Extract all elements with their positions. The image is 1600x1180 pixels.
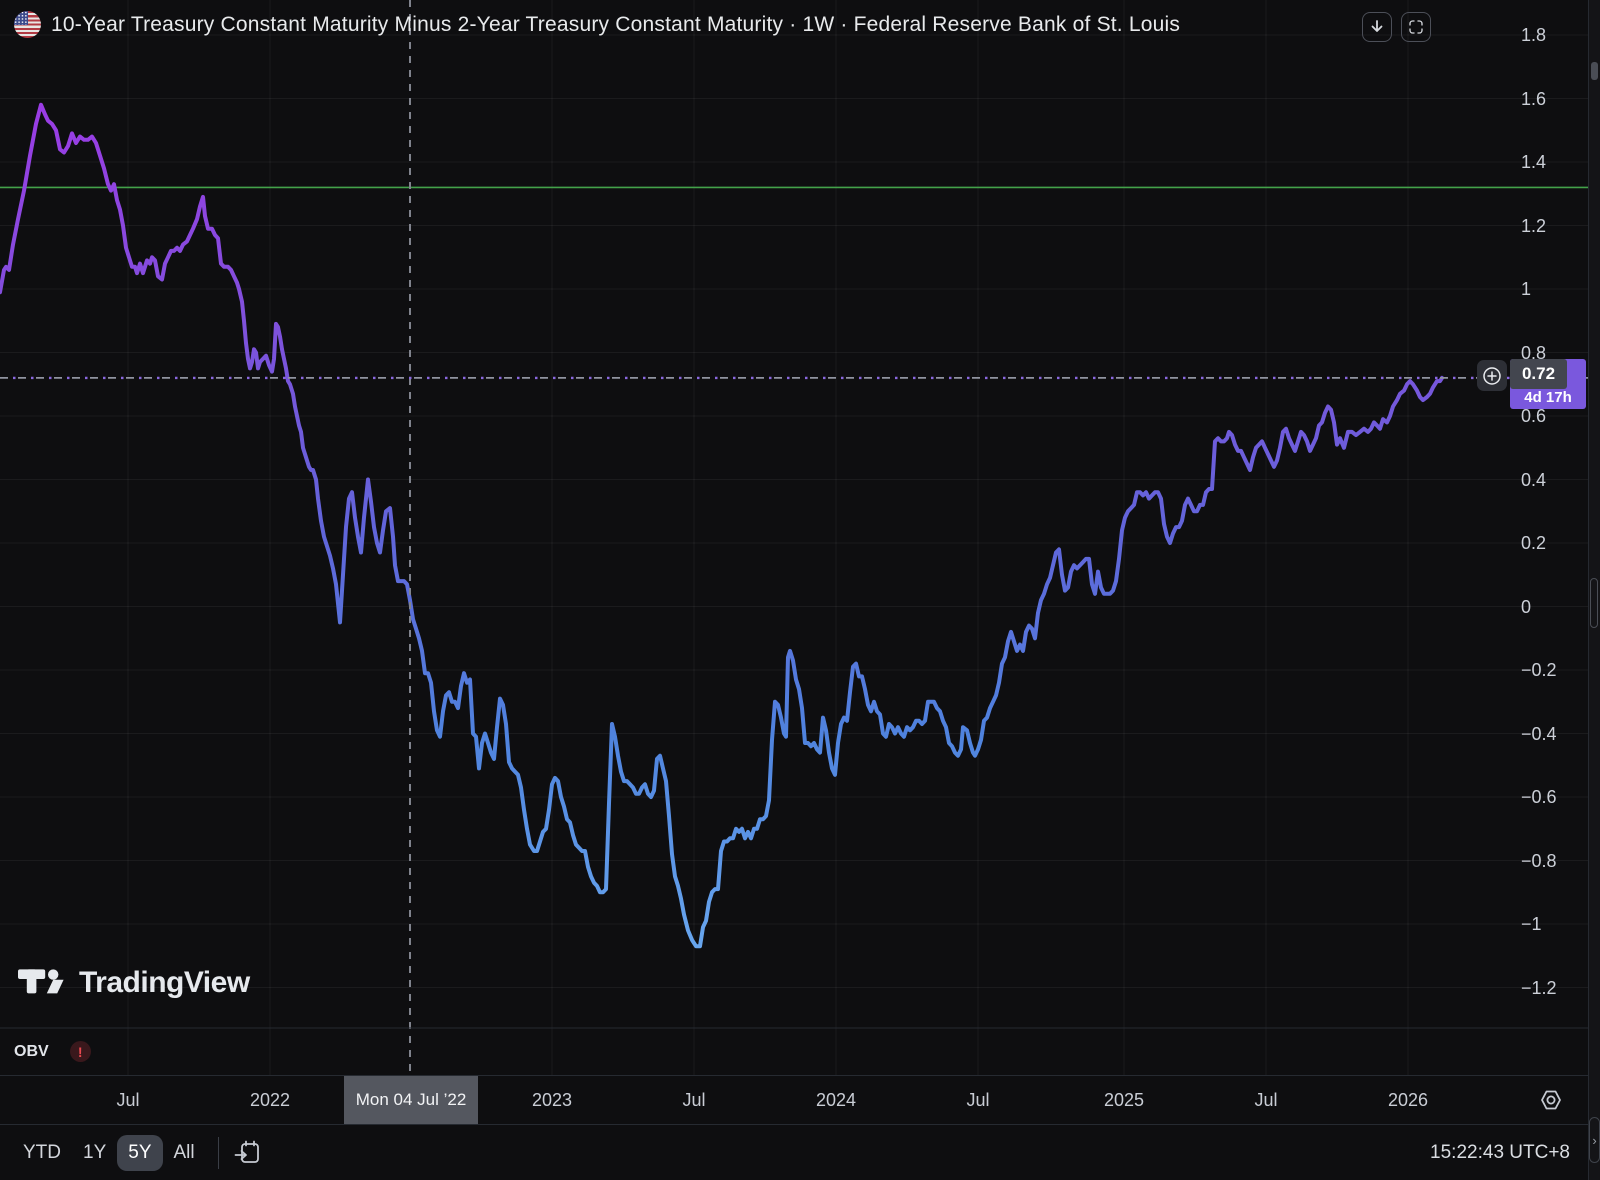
- time-tick-label: Jul: [116, 1089, 140, 1110]
- price-tick-label: 0.2: [1521, 533, 1547, 553]
- bottom-toolbar: YTD 1Y 5Y All 15:22:43 UTC+8: [0, 1126, 1588, 1180]
- time-tick-label: Jul: [1254, 1089, 1278, 1110]
- us-flag-icon: [14, 11, 41, 38]
- scroll-indicator[interactable]: [1591, 62, 1598, 80]
- price-tick-label: −1: [1521, 914, 1542, 934]
- arrow-down-icon: [1371, 20, 1383, 32]
- price-tick-label: 1.4: [1521, 152, 1547, 172]
- price-tick-label: 0.8: [1521, 342, 1547, 363]
- range-selector: YTD 1Y 5Y All: [12, 1135, 206, 1171]
- time-tick-label: 2023: [531, 1089, 573, 1110]
- time-tick-label: Jul: [682, 1089, 706, 1110]
- tradingview-logo-icon: [18, 969, 64, 994]
- right-edge-strip: ›: [1588, 0, 1600, 1180]
- timescale-settings-button[interactable]: [1538, 1076, 1564, 1124]
- gridlines: [0, 0, 1588, 1075]
- time-tick-label: Jul: [966, 1089, 990, 1110]
- symbol-title[interactable]: 10-Year Treasury Constant Maturity Minus…: [51, 12, 1181, 36]
- range-button-1y[interactable]: 1Y: [72, 1135, 117, 1171]
- crosshair-price-label: 0.72: [1510, 359, 1567, 389]
- price-tick-label: 1: [1521, 279, 1532, 299]
- gear-hexagon-icon: [1541, 1090, 1561, 1110]
- obv-label[interactable]: OBV: [14, 1042, 49, 1060]
- indicator-pane-obv: OBV !: [0, 1028, 1588, 1075]
- price-tick-label: 1.6: [1521, 88, 1547, 109]
- price-tick-label: −1.2: [1521, 977, 1557, 998]
- range-button-ytd[interactable]: YTD: [12, 1135, 72, 1171]
- time-tick-label: 2026: [1387, 1089, 1429, 1110]
- time-tick-label: 2024: [815, 1089, 857, 1110]
- plus-circle-icon: [1483, 366, 1501, 385]
- chart-canvas[interactable]: [0, 0, 1600, 1126]
- price-tick-label: −0.2: [1521, 660, 1557, 680]
- tradingview-watermark[interactable]: TradingView: [18, 966, 250, 1000]
- calendar-arrow-icon: [234, 1140, 259, 1163]
- range-button-all[interactable]: All: [163, 1135, 206, 1171]
- rounded-frame-icon: [1409, 20, 1423, 34]
- time-axis[interactable]: Jul 2022 2023 Jul 2024 Jul 2025 Jul 2026 Mon 04 …: [0, 1075, 1588, 1125]
- crosshair-time-label: Mon 04 Jul ’22: [344, 1076, 478, 1124]
- goto-date-button[interactable]: [231, 1137, 263, 1169]
- symbol-titlebar: 10-Year Treasury Constant Maturity Minus…: [14, 11, 1180, 38]
- pane-resize-handle[interactable]: [1590, 578, 1598, 628]
- price-tick-label: −0.8: [1521, 850, 1557, 871]
- tradingview-logo-text: TradingView: [79, 966, 250, 999]
- range-button-5y[interactable]: 5Y: [117, 1135, 163, 1171]
- download-button[interactable]: [1362, 12, 1392, 42]
- collapse-chevron-icon[interactable]: ›: [1589, 1117, 1600, 1163]
- clock-label[interactable]: 15:22:43 UTC+8: [1430, 1142, 1570, 1163]
- price-tick-label: 0.4: [1521, 469, 1547, 490]
- price-tick-label: −0.6: [1521, 787, 1557, 807]
- price-tick-label: 1.8: [1521, 25, 1547, 45]
- time-tick-label: 2025: [1103, 1089, 1145, 1110]
- obv-error-icon[interactable]: !: [69, 1041, 91, 1062]
- spread-series-line: [0, 102, 1444, 949]
- price-tick-label: 0: [1521, 596, 1532, 617]
- price-tick-label: 0.6: [1521, 406, 1547, 426]
- time-tick-label: 2022: [249, 1089, 291, 1110]
- price-tick-label: −0.4: [1521, 723, 1557, 744]
- add-alert-plus-button[interactable]: [1477, 360, 1507, 391]
- price-tick-label: 1.2: [1521, 215, 1547, 236]
- toolbar-divider: [217, 1137, 219, 1169]
- screenshot-button[interactable]: [1401, 12, 1431, 42]
